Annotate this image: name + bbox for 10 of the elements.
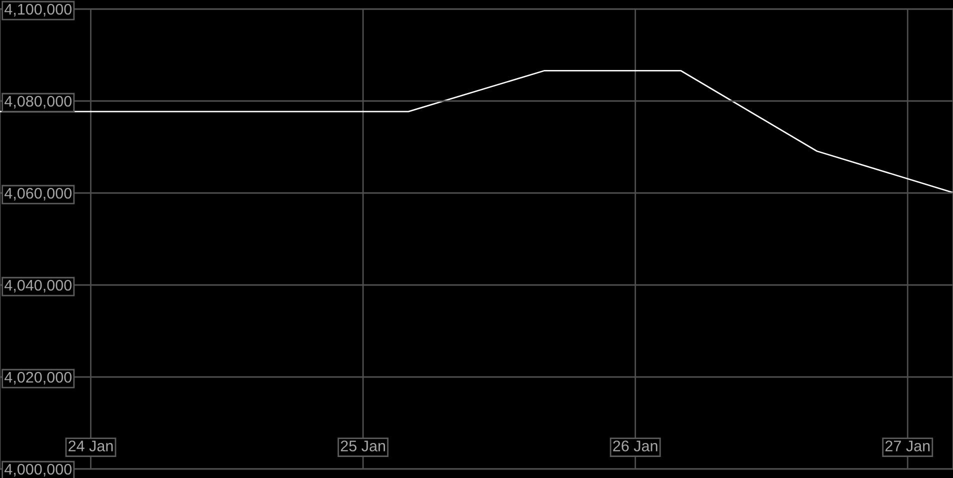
x-tick-label: 27 Jan bbox=[885, 440, 930, 452]
y-tick-label: 4,040,000 bbox=[4, 280, 72, 292]
y-tick-label: 4,100,000 bbox=[4, 4, 72, 16]
x-tick-label: 24 Jan bbox=[68, 440, 113, 452]
x-tick-label: 26 Jan bbox=[613, 440, 658, 452]
y-tick-label: 4,020,000 bbox=[4, 372, 72, 384]
y-tick-label: 4,060,000 bbox=[4, 188, 72, 200]
y-tick-label: 4,080,000 bbox=[4, 96, 72, 108]
x-tick-label: 25 Jan bbox=[340, 440, 385, 452]
y-tick-label: 4,000,000 bbox=[4, 464, 72, 476]
